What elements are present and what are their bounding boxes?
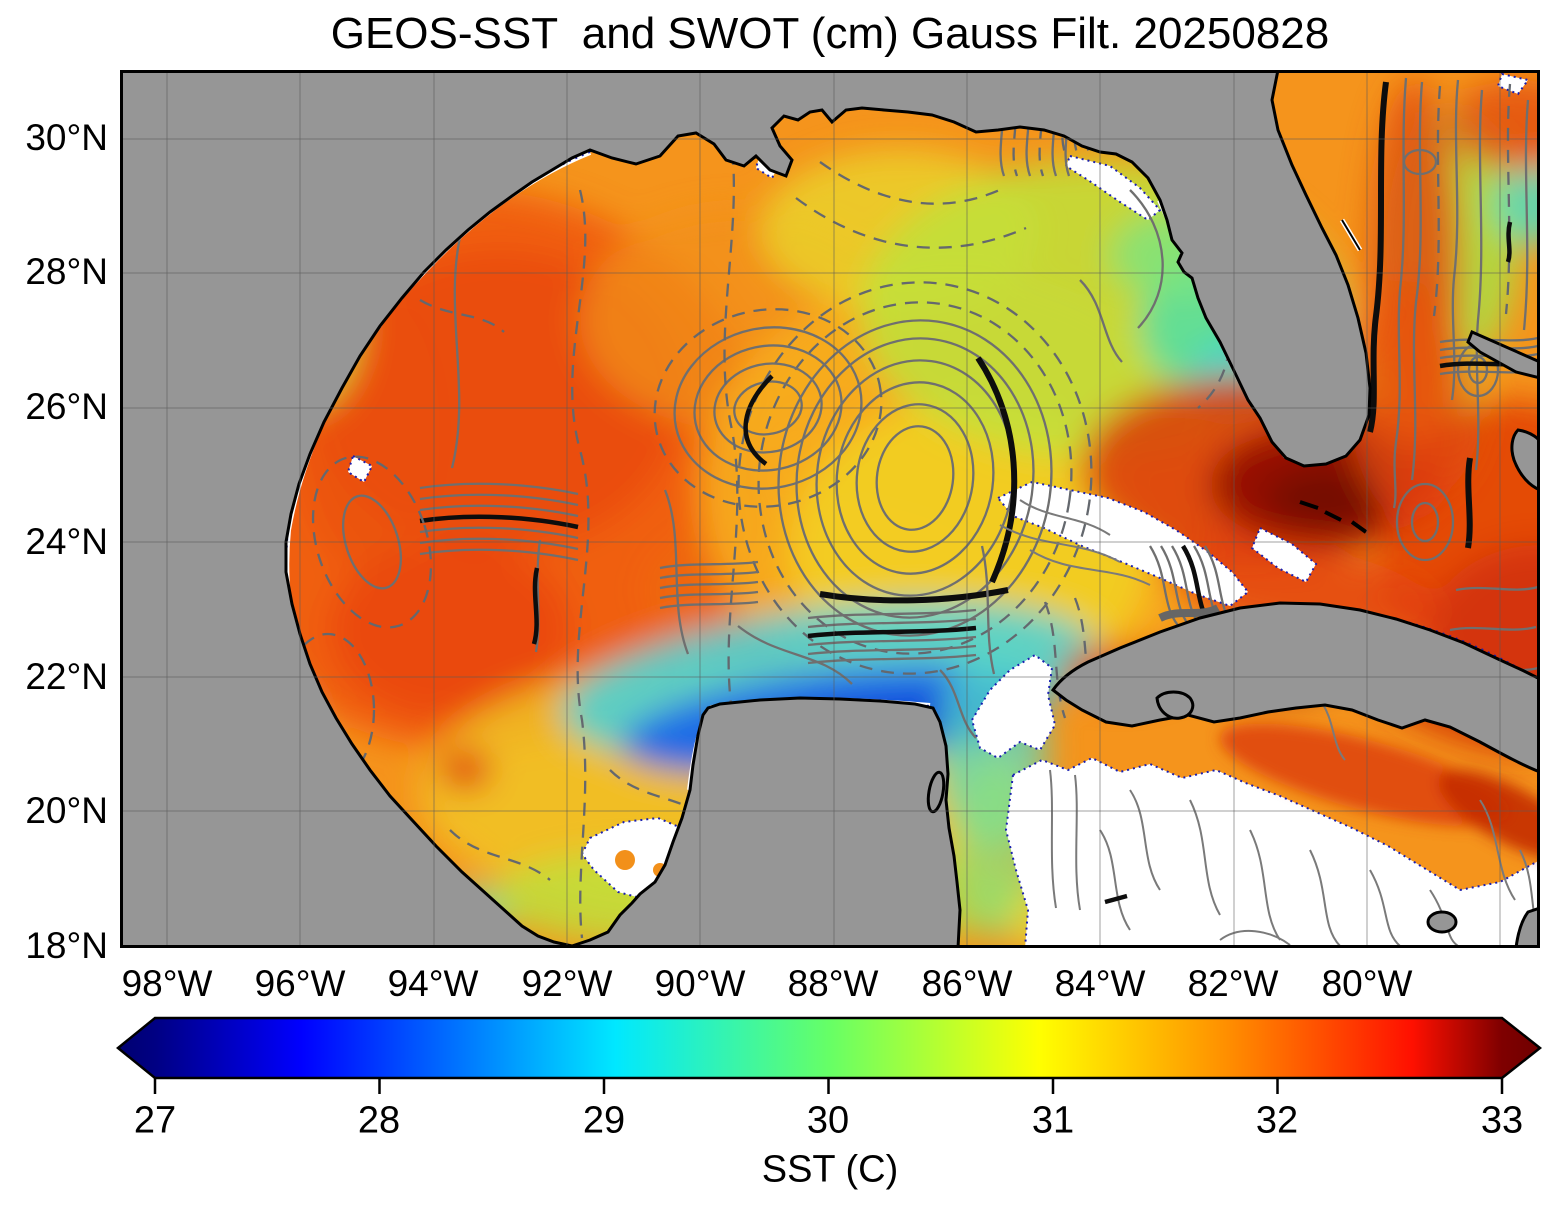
lat-tick-22n: 22°N bbox=[25, 656, 108, 697]
colorbar-ticks bbox=[153, 1078, 1504, 1094]
cb-tick-28: 28 bbox=[357, 1099, 401, 1142]
lat-tick-28n: 28°N bbox=[25, 251, 108, 292]
graticule bbox=[120, 70, 1540, 948]
land-mainland-north-america bbox=[120, 70, 1372, 948]
cb-tick-32: 32 bbox=[1255, 1099, 1299, 1142]
cb-tick-27: 27 bbox=[133, 1099, 177, 1142]
land-cuba bbox=[1050, 601, 1540, 774]
land-andros bbox=[1510, 428, 1540, 492]
lon-tick-90w: 90°W bbox=[654, 963, 746, 1004]
cb-tick-31: 31 bbox=[1031, 1099, 1075, 1142]
sst-map bbox=[120, 70, 1540, 948]
lat-tick-30n: 30°N bbox=[25, 117, 108, 158]
lat-tick-26n: 26°N bbox=[25, 386, 108, 427]
lon-tick-82w: 82°W bbox=[1187, 963, 1279, 1004]
lon-tick-96w: 96°W bbox=[254, 963, 346, 1004]
lat-tick-18n: 18°N bbox=[25, 925, 108, 966]
land-grand-bahama bbox=[1466, 330, 1540, 380]
axes-frame bbox=[120, 70, 1540, 948]
land-corner-se bbox=[1514, 906, 1540, 948]
lon-tick-88w: 88°W bbox=[787, 963, 879, 1004]
cb-tick-29: 29 bbox=[582, 1099, 626, 1142]
colorbar bbox=[110, 1005, 1555, 1113]
map-canvas bbox=[120, 70, 1540, 948]
caribbean-hot-bands bbox=[1219, 723, 1540, 860]
florida-keys bbox=[1299, 500, 1368, 534]
lon-tick-92w: 92°W bbox=[521, 963, 613, 1004]
land-isla-juventud bbox=[1155, 690, 1195, 720]
land bbox=[120, 70, 1540, 948]
colorbar-axis-label: SST (C) bbox=[761, 1148, 899, 1191]
colorbar-bar bbox=[116, 1016, 1543, 1080]
cb-tick-30: 30 bbox=[806, 1099, 850, 1142]
land-cozumel bbox=[926, 770, 946, 814]
lat-tick-24n: 24°N bbox=[25, 521, 108, 562]
lon-tick-84w: 84°W bbox=[1054, 963, 1146, 1004]
plot-title: GEOS-SST and SWOT (cm) Gauss Filt. 20250… bbox=[330, 9, 1330, 58]
lon-tick-80w: 80°W bbox=[1321, 963, 1413, 1004]
cb-tick-33: 33 bbox=[1480, 1099, 1524, 1142]
canaveral-barrier bbox=[1341, 219, 1361, 251]
colorbar-svg bbox=[116, 1016, 1543, 1094]
lon-tick-98w: 98°W bbox=[121, 963, 213, 1004]
land-islet-sw-caribbean bbox=[1426, 910, 1458, 934]
lat-tick-20n: 20°N bbox=[25, 790, 108, 831]
lon-tick-86w: 86°W bbox=[921, 963, 1013, 1004]
lon-tick-94w: 94°W bbox=[387, 963, 479, 1004]
